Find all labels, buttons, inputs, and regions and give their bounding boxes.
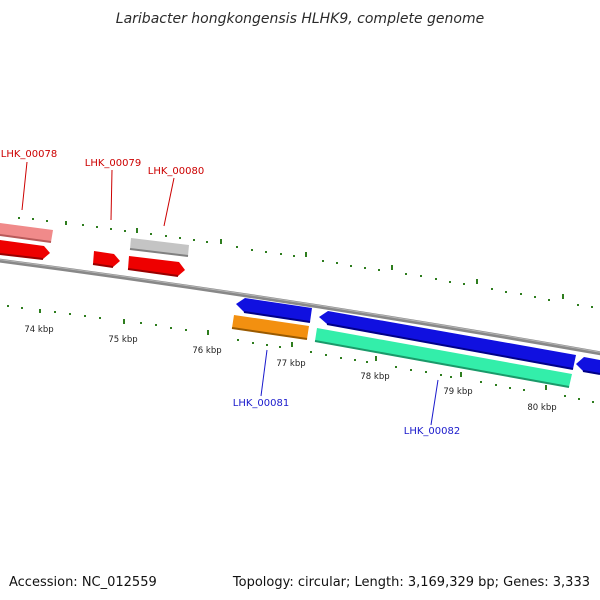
leader-line-lhk-00081 [260, 349, 268, 397]
gene-lhk-00078-outer[interactable] [0, 223, 53, 243]
leader-line-lhk-00078 [21, 161, 28, 211]
gene-lhk-00081-blue[interactable] [236, 298, 312, 323]
gene-lhk-00080[interactable] [129, 238, 189, 257]
genome-backbone-highlight [0, 259, 600, 353]
gene-label-lhk-00079[interactable]: LHK_00079 [85, 158, 141, 169]
scale-label-76kbp: 76 kbp [192, 346, 221, 356]
gene-lhk-00082-teal[interactable] [314, 328, 572, 388]
scale-label-77kbp: 77 kbp [276, 359, 305, 369]
gene-label-lhk-00080[interactable]: LHK_00080 [148, 166, 204, 177]
gene-label-lhk-00078[interactable]: LHK_00078 [1, 149, 57, 160]
inner-tick-ring [7, 305, 594, 403]
gene-label-lhk-00081[interactable]: LHK_00081 [233, 398, 289, 409]
leader-line-lhk-00082 [430, 379, 439, 426]
gene-red-c[interactable] [127, 256, 185, 277]
scale-label-80kbp: 80 kbp [527, 403, 556, 413]
scale-label-79kbp: 79 kbp [443, 387, 472, 397]
accession-text: Accession: NC_012559 [9, 575, 157, 590]
leader-line-lhk-00079 [110, 169, 113, 221]
gene-blue-right[interactable] [576, 357, 600, 375]
gene-red-a[interactable] [0, 240, 50, 260]
scale-label-74kbp: 74 kbp [24, 325, 53, 335]
map-title: Laribacter hongkongensis HLHK9, complete… [116, 11, 484, 27]
gene-label-lhk-00082[interactable]: LHK_00082 [404, 426, 460, 437]
scale-label-78kbp: 78 kbp [360, 372, 389, 382]
gene-lhk-00081-orange[interactable] [231, 315, 309, 340]
outer-tick-ring [18, 217, 593, 308]
gene-blue-long[interactable] [319, 311, 576, 370]
leader-line-lhk-00080 [163, 177, 175, 227]
gene-red-b[interactable] [92, 251, 120, 268]
genome-backbone [0, 258, 600, 356]
genome-summary-text: Topology: circular; Length: 3,169,329 bp… [232, 575, 590, 590]
scale-label-75kbp: 75 kbp [108, 335, 137, 345]
